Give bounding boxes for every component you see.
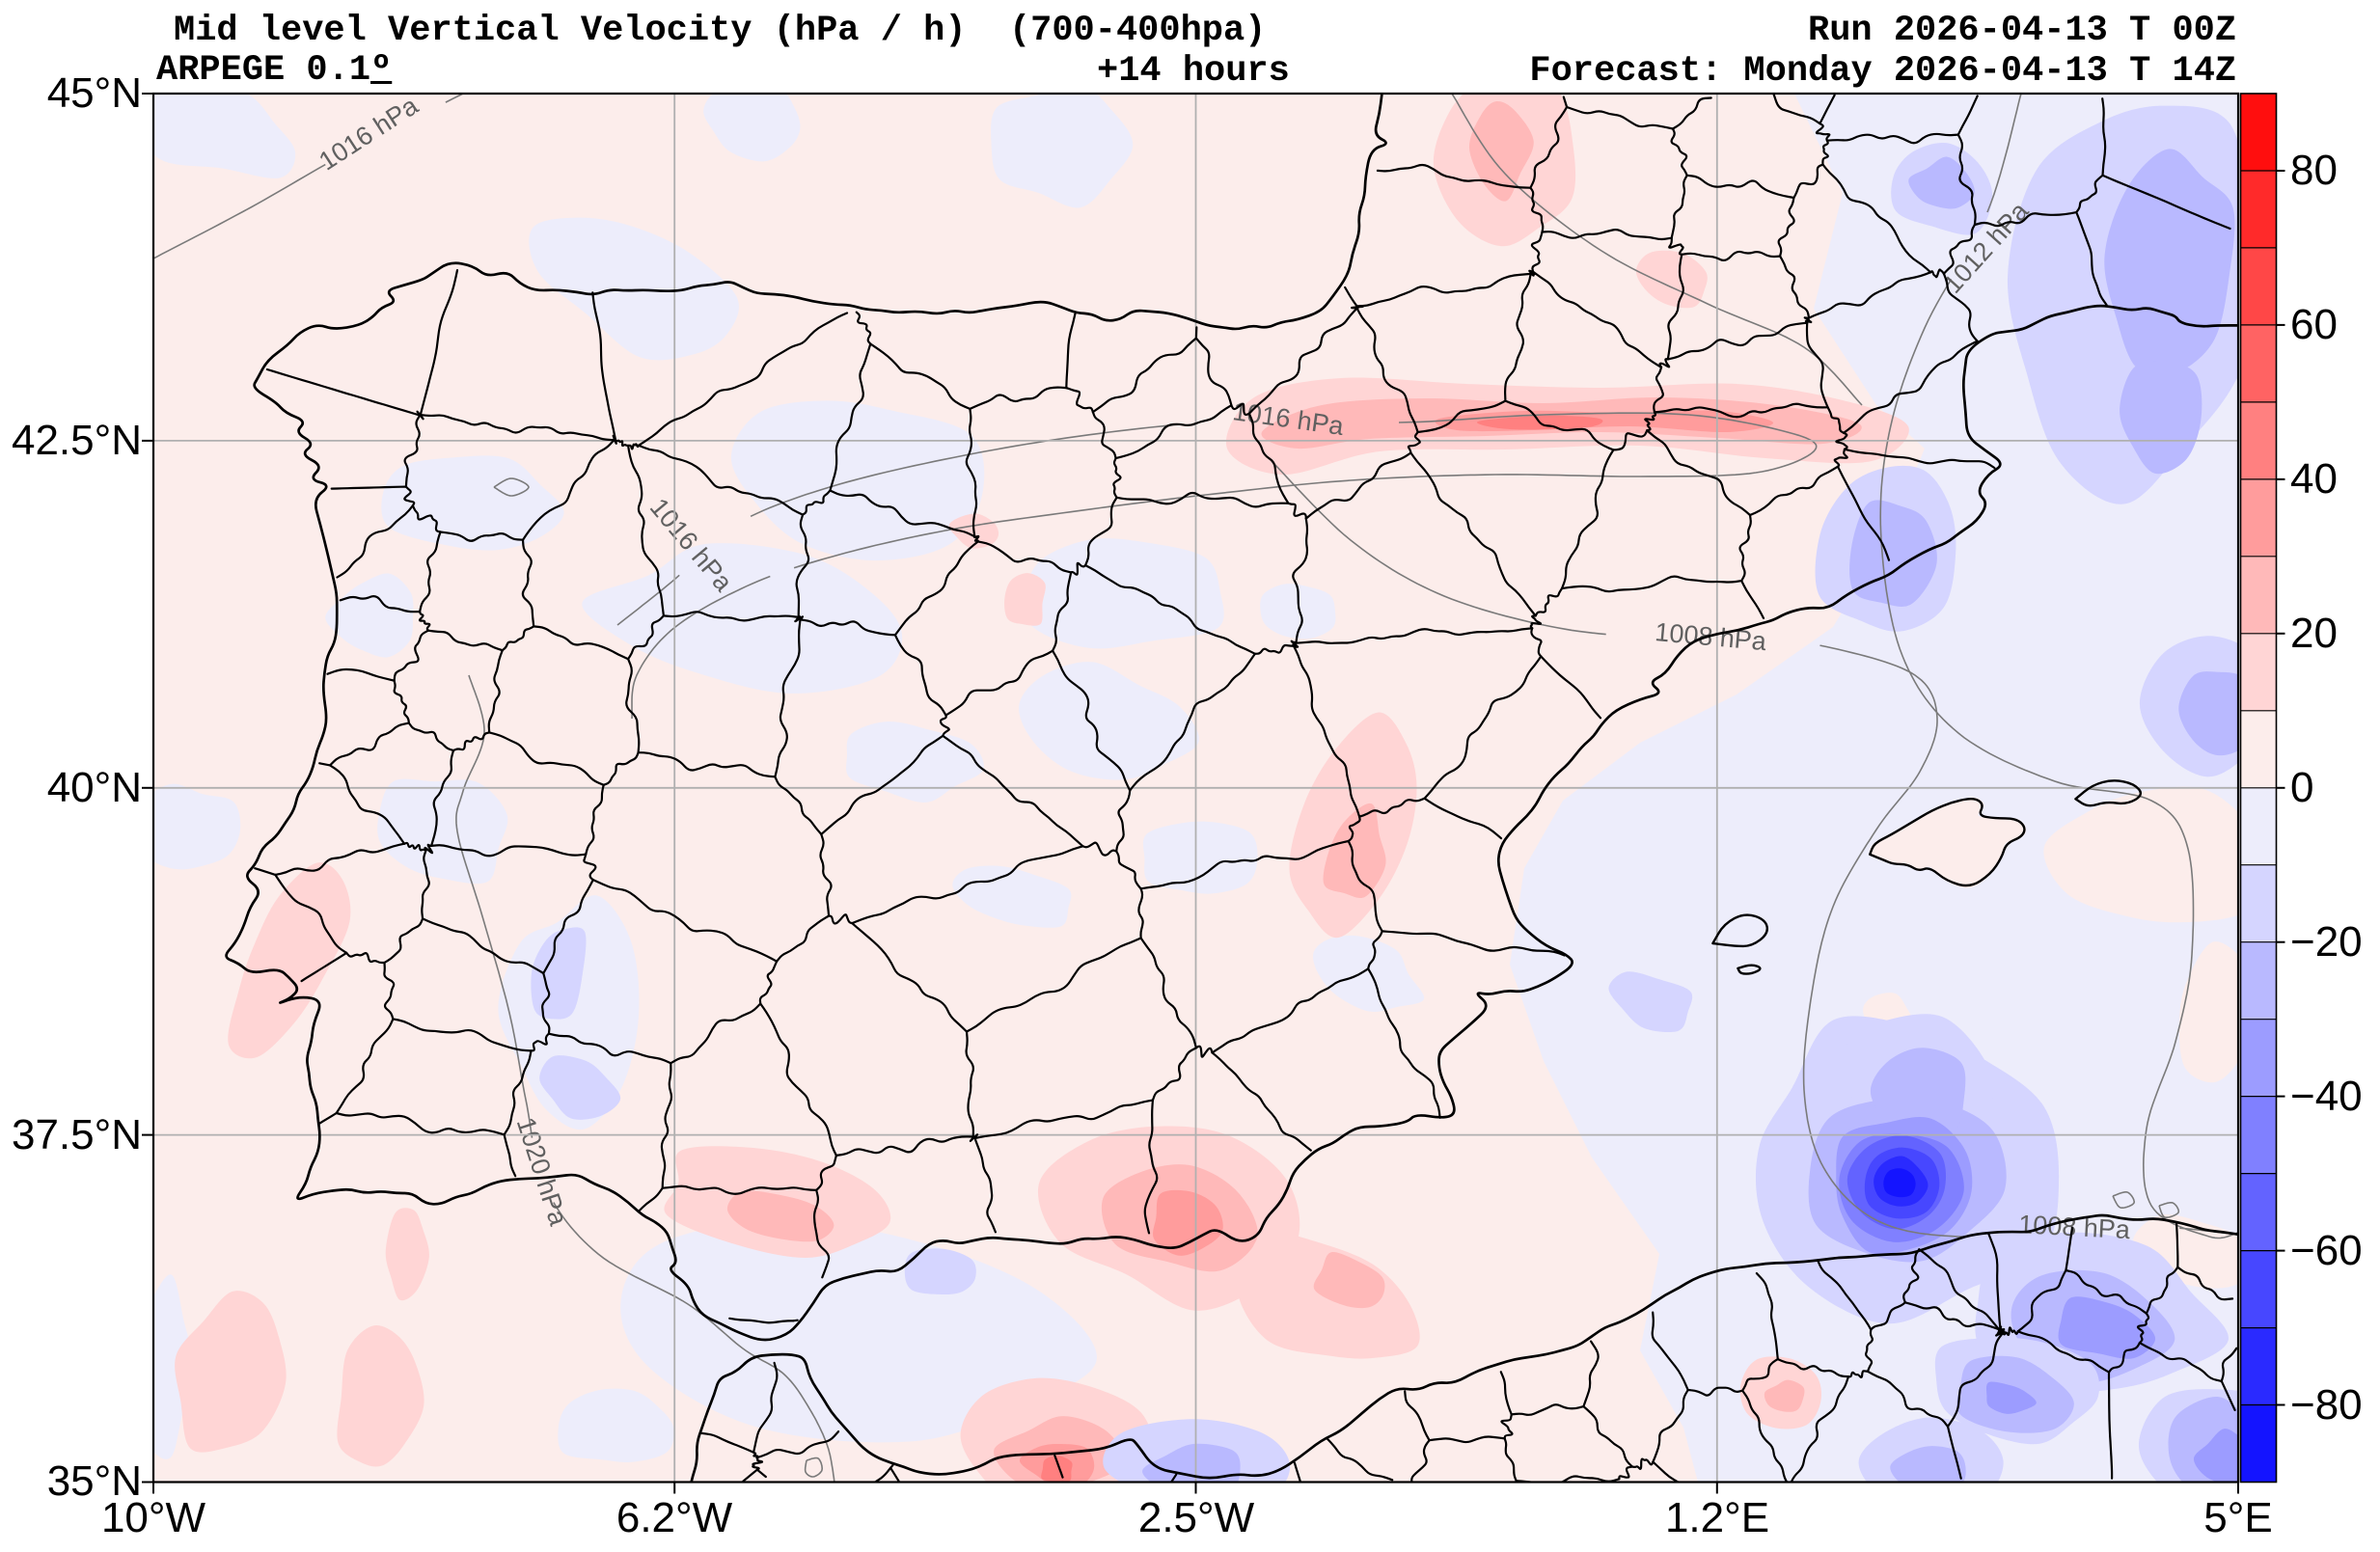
svg-text:1008 hPa: 1008 hPa [2018, 1210, 2132, 1244]
